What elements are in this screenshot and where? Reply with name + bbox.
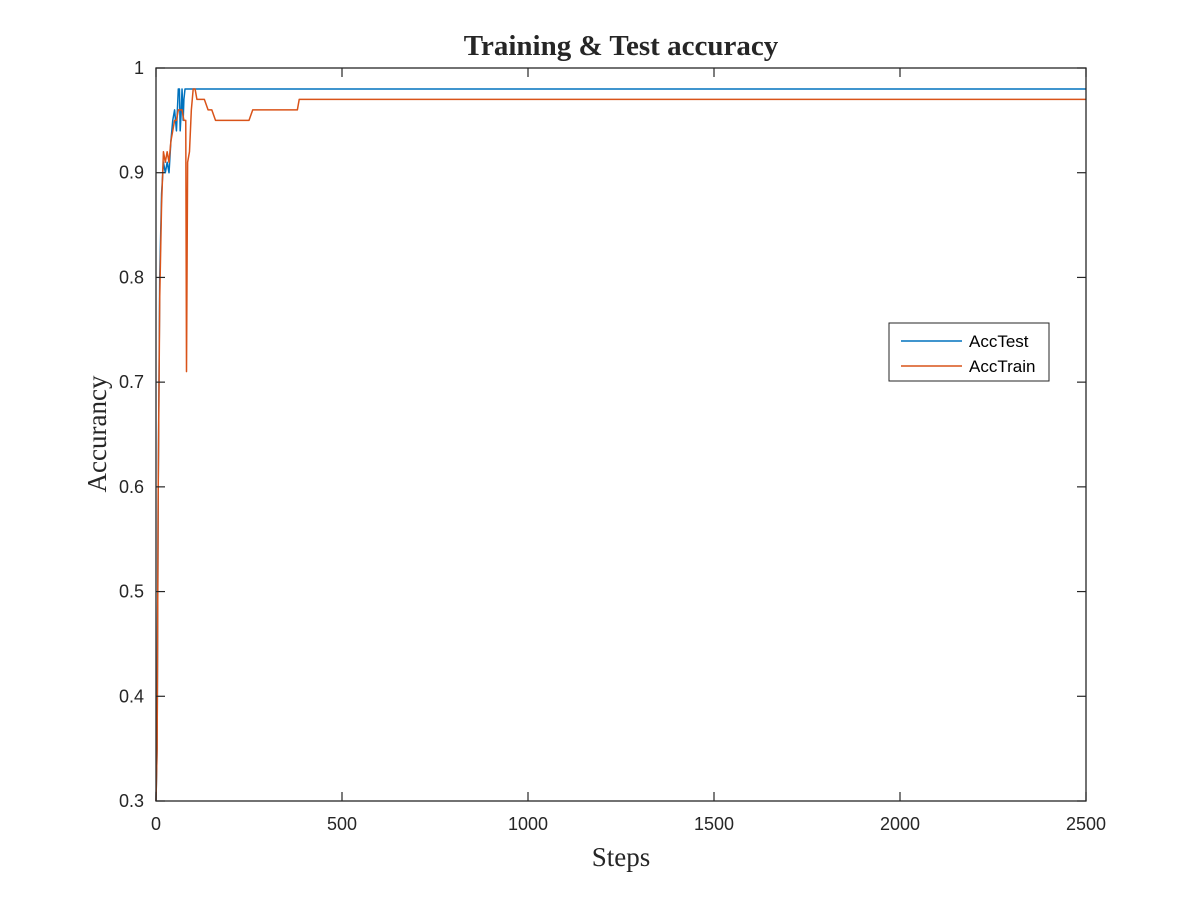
x-tick-label: 2500	[1066, 814, 1106, 834]
series-layer	[155, 88, 1086, 802]
legend-box	[888, 322, 1050, 382]
legend-label-acctest: AccTest	[969, 332, 1029, 351]
y-tick-label: 1	[134, 58, 144, 78]
x-tick-label: 500	[327, 814, 357, 834]
y-tick-label: 0.3	[119, 791, 144, 811]
legend-label-acctrain: AccTrain	[969, 357, 1035, 376]
y-tick-label: 0.8	[119, 267, 144, 287]
x-axis-label: Steps	[592, 842, 651, 872]
x-tick-label: 1000	[508, 814, 548, 834]
x-tick-label: 1500	[694, 814, 734, 834]
y-tick-label: 0.7	[119, 372, 144, 392]
chart-title: Training & Test accuracy	[464, 30, 779, 62]
legend: AccTest AccTrain	[888, 322, 1050, 382]
x-tick-label: 0	[151, 814, 161, 834]
y-axis-label: Accurancy	[82, 375, 112, 492]
series-line-acctrain	[155, 88, 1086, 802]
x-axis: 0 500 1000 1500 2000 2500	[151, 68, 1106, 834]
y-tick-label: 0.6	[119, 477, 144, 497]
y-tick-label: 0.9	[119, 163, 144, 183]
plot-area	[156, 68, 1086, 801]
x-tick-label: 2000	[880, 814, 920, 834]
y-axis: 0.3 0.4 0.5 0.6 0.7 0.8 0.9 1	[119, 58, 1086, 811]
y-tick-label: 0.4	[119, 686, 144, 706]
y-tick-label: 0.5	[119, 582, 144, 602]
plot-frame	[155, 67, 1087, 802]
